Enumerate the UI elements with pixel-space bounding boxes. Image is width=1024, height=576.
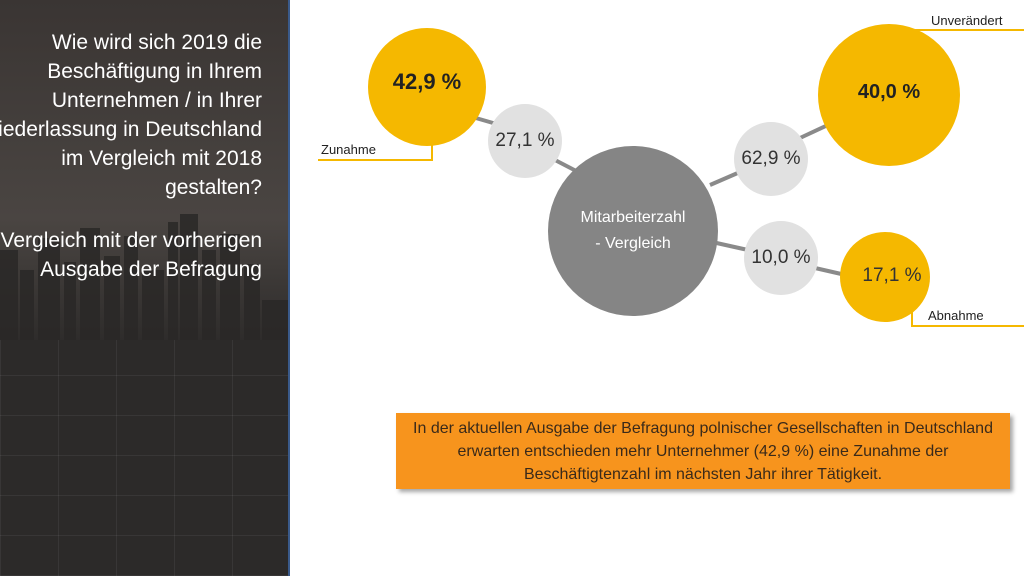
skyline-image [0,214,288,350]
unchanged-previous-bubble: 62,9 % [734,122,808,196]
summary-note-text: In der aktuellen Ausgabe der Befragung p… [413,419,993,483]
decrease-label: Abnahme [928,308,984,323]
callout-increase [318,140,433,161]
decrease-current-value: 17,1 % [862,265,922,286]
center-bubble: Mitarbeiterzahl - Vergleich [548,146,718,316]
unchanged-label: Unverändert [931,13,1003,28]
comparison-subtitle: Vergleich mit der vorherigen Ausgabe der… [0,229,262,281]
decrease-current-bubble: 17,1 % [840,232,930,322]
decrease-previous-value: 10,0 % [751,247,811,268]
increase-current-value: 42,9 % [392,69,462,94]
increase-current-bubble: 42,9 % [368,28,486,146]
increase-previous-bubble: 27,1 % [488,104,562,178]
center-label-line1: Mitarbeiterzahl [580,209,686,226]
connector-unchanged-previous [709,170,741,187]
question-title: Wie wird sich 2019 die Beschäftigung in … [0,31,262,199]
callout-decrease [911,310,1024,327]
divider-line [288,0,290,576]
center-label-line2: - Vergleich [595,235,671,252]
decrease-previous-bubble: 10,0 % [744,221,818,295]
increase-label: Zunahme [321,142,376,157]
connector-decrease-previous [711,240,749,252]
unchanged-previous-value: 62,9 % [741,148,801,169]
floor-image [0,340,288,576]
sidebar-panel: Wie wird sich 2019 die Beschäftigung in … [0,0,288,576]
increase-previous-value: 27,1 % [495,130,555,151]
unchanged-current-bubble: 40,0 % [818,24,960,166]
summary-note: In der aktuellen Ausgabe der Befragung p… [396,413,1010,489]
unchanged-current-value: 40,0 % [857,80,921,103]
